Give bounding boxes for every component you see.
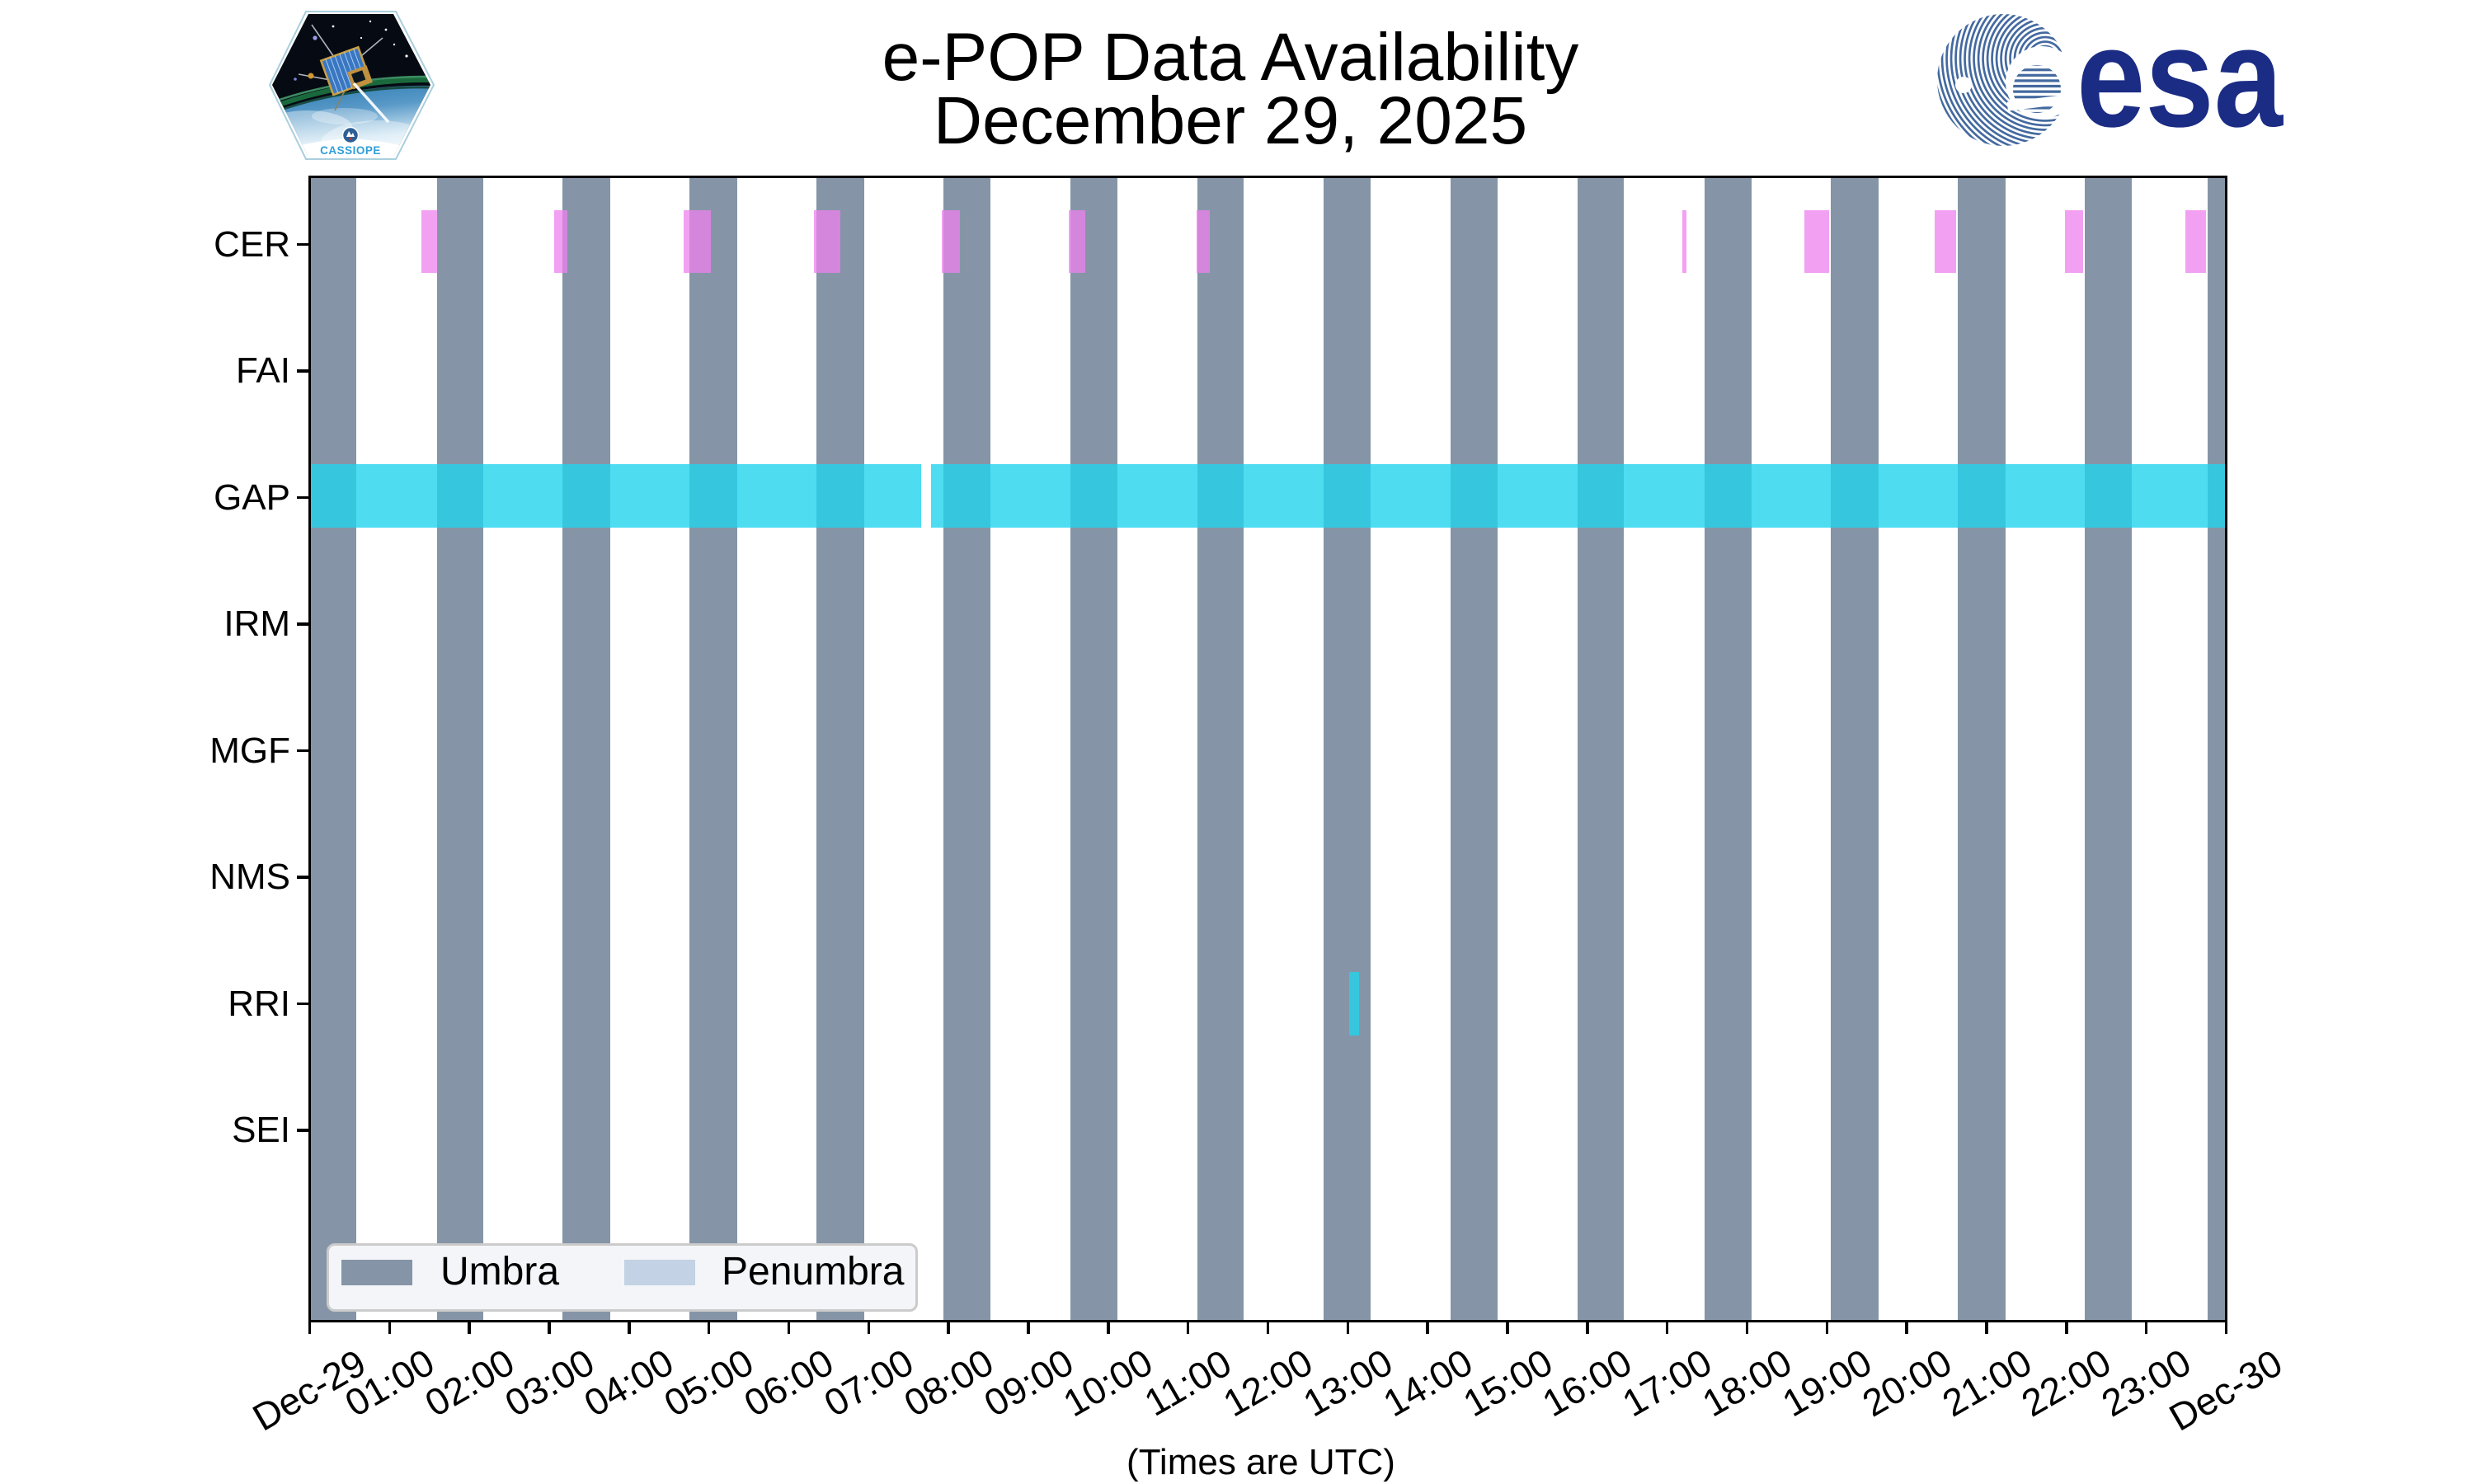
svg-text:esa: esa [2077,12,2284,152]
svg-text:CASSIOPE: CASSIOPE [320,144,381,157]
